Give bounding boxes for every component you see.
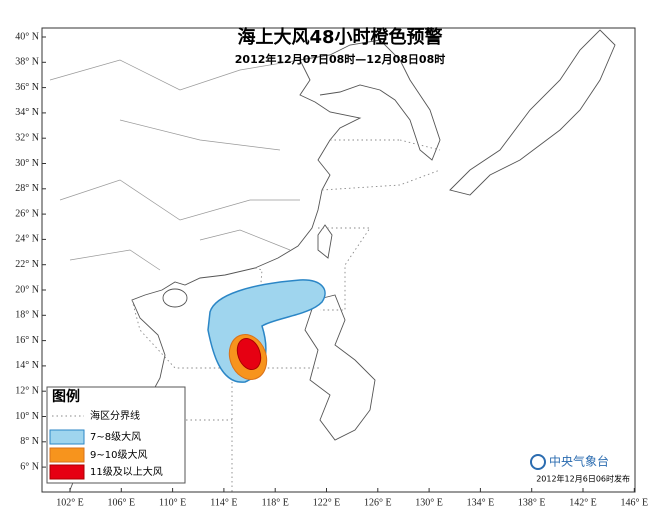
lat-label: 18° N [15, 310, 39, 321]
lat-label: 40° N [15, 31, 39, 42]
lat-label: 30° N [15, 158, 39, 169]
lat-label: 24° N [15, 234, 39, 245]
lat-label: 36° N [15, 82, 39, 93]
legend-title: 图例 [52, 388, 80, 405]
lat-label: 12° N [15, 385, 39, 396]
lat-label: 38° N [15, 57, 39, 68]
lon-label: 142° E [569, 497, 597, 508]
lon-label: 130° E [415, 497, 443, 508]
agency: 中央气象台 [549, 454, 609, 469]
lat-label: 34° N [15, 107, 39, 118]
lat-label: 20° N [15, 284, 39, 295]
logo [530, 454, 546, 470]
lon-label: 118° E [262, 497, 289, 508]
lat-label: 28° N [15, 183, 39, 194]
lat-label: 6° N [20, 461, 39, 472]
legend-label: 7~8级大风 [90, 430, 141, 443]
title: 海上大风48小时橙色预警 [237, 26, 442, 48]
lat-label: 8° N [20, 436, 39, 447]
legend-swatch [49, 464, 85, 480]
lon-label: 122° E [313, 497, 341, 508]
lat-label: 22° N [15, 259, 39, 270]
legend: 图例 海区分界线 7~8级大风 9~10级大风 11级及以上大风 [46, 386, 186, 484]
legend-label: 11级及以上大风 [90, 465, 163, 478]
lon-label: 134° E [467, 497, 495, 508]
issued: 2012年12月6日06时发布 [536, 474, 630, 484]
lat-label: 10° N [15, 411, 39, 422]
lat-label: 32° N [15, 132, 39, 143]
legend-label: 9~10级大风 [90, 448, 147, 461]
lon-label: 102° E [56, 497, 84, 508]
legend-swatch [49, 447, 85, 463]
lon-label: 146° E [620, 497, 648, 508]
wind-zones [207, 279, 326, 383]
lon-label: 110° E [159, 497, 186, 508]
zone-11 [236, 338, 262, 370]
lon-label: 126° E [364, 497, 392, 508]
legend-swatch [49, 429, 85, 445]
lon-label: 114° E [210, 497, 237, 508]
legend-label: 海区分界线 [90, 409, 140, 422]
lat-label: 26° N [15, 208, 39, 219]
lat-label: 14° N [15, 360, 39, 371]
lat-label: 16° N [15, 335, 39, 346]
subtitle: 2012年12月07日08时—12月08日08时 [235, 52, 445, 66]
lon-label: 106° E [107, 497, 135, 508]
lon-label: 138° E [518, 497, 546, 508]
